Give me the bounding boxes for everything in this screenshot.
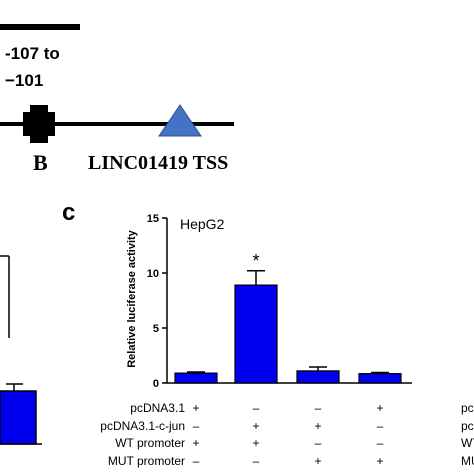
- condition-mark: +: [192, 436, 199, 450]
- bar: [358, 373, 402, 384]
- chart-annotations: *: [252, 251, 259, 271]
- condition-mark: –: [193, 419, 200, 433]
- right-cut-label: pcDN: [461, 419, 474, 433]
- condition-mark: –: [253, 454, 260, 468]
- right-cut-label: WT: [461, 436, 474, 450]
- condition-mark: +: [376, 401, 383, 415]
- region-label: -107 to: [5, 44, 60, 63]
- y-tick-label: 0: [153, 378, 159, 390]
- site-label: B: [33, 150, 48, 175]
- condition-mark: –: [377, 419, 384, 433]
- condition-mark: +: [192, 401, 199, 415]
- chart-title: HepG2: [180, 216, 225, 232]
- chart-axes: [166, 218, 412, 384]
- condition-label: pcDNA3.1: [130, 401, 185, 415]
- condition-mark: –: [253, 401, 260, 415]
- bar: [174, 372, 218, 384]
- promoter-line: [0, 122, 234, 126]
- condition-label: pcDNA3.1-c-jun: [100, 419, 185, 433]
- chart-bars: [174, 270, 402, 384]
- condition-mark: +: [252, 436, 259, 450]
- condition-table: pcDNA3.1 + – – +pcDNA3.1-c-jun – + + –WT promote…: [100, 401, 383, 468]
- region-bar: [0, 24, 80, 30]
- y-axis-label: Relative luciferase activity: [126, 229, 138, 367]
- condition-mark: –: [315, 436, 322, 450]
- right-cut-label: MUT: [461, 454, 474, 468]
- significance-star: *: [252, 251, 259, 271]
- tss-label: LINC01419 TSS: [88, 152, 228, 174]
- condition-mark: +: [252, 419, 259, 433]
- y-tick-label: 15: [147, 213, 159, 225]
- condition-mark: –: [377, 436, 384, 450]
- binding-site-marker: [23, 105, 55, 143]
- condition-mark: –: [193, 454, 200, 468]
- panel-c: c HepG2 Relative luciferase activity 0 5 1…: [62, 199, 412, 390]
- y-tick-label: 5: [153, 323, 159, 335]
- bar: [234, 284, 278, 384]
- tss-triangle-icon: [158, 104, 202, 137]
- condition-mark: +: [314, 419, 321, 433]
- bar: [296, 370, 340, 384]
- condition-label: MUT promoter: [108, 454, 185, 468]
- left-cut-bar: [0, 390, 37, 445]
- panel-letter: c: [62, 199, 75, 226]
- right-cut-labels: pc pcDN WT MUT: [461, 401, 474, 468]
- condition-label: WT promoter: [115, 436, 185, 450]
- left-panel-fragment: [0, 255, 42, 445]
- condition-mark: +: [314, 454, 321, 468]
- y-ticks: 0 5 10 15: [147, 213, 167, 390]
- region-label-2: −101: [5, 71, 43, 90]
- y-tick-label: 10: [147, 268, 159, 280]
- panel-b-fragment: -107 to −101 B LINC01419 TSS: [0, 24, 234, 175]
- condition-mark: –: [315, 401, 322, 415]
- right-cut-label: pc: [461, 401, 474, 415]
- condition-mark: +: [376, 454, 383, 468]
